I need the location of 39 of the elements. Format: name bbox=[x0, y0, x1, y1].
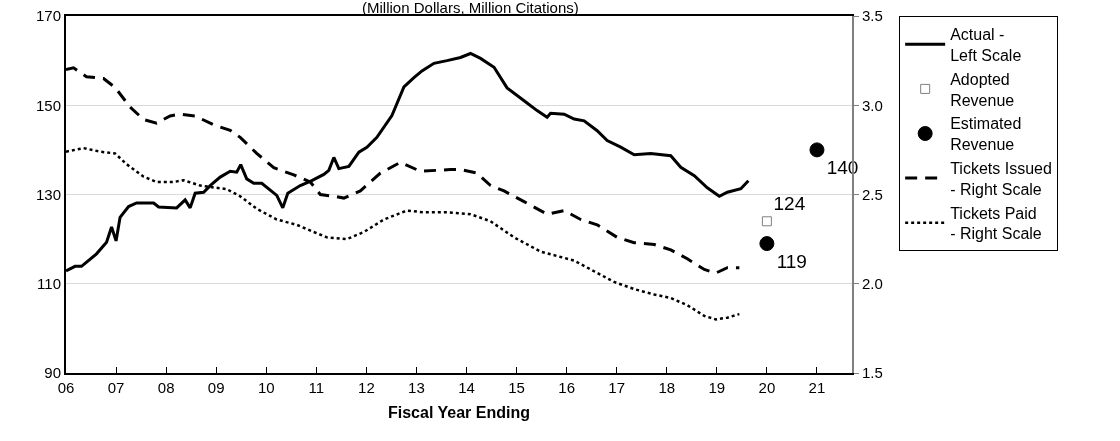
legend-label: Actual - Left Scale bbox=[950, 26, 1022, 64]
x-tick-label: 21 bbox=[808, 379, 826, 396]
x-tick-label: 13 bbox=[408, 379, 425, 396]
y2-tick-label: 3.0 bbox=[862, 96, 883, 114]
x-axis-title: Fiscal Year Ending bbox=[388, 404, 530, 422]
data-label: 124 bbox=[773, 192, 806, 214]
x-tick-label: 16 bbox=[558, 379, 575, 396]
x-tick-label: 14 bbox=[458, 379, 475, 396]
x-tick-label: 10 bbox=[257, 379, 275, 396]
chart-title: (Million Dollars, Million Citations) bbox=[362, 0, 579, 16]
data-label: 140 bbox=[826, 156, 859, 178]
y-tick-label: 170 bbox=[35, 7, 61, 25]
y2-tick-label: 2.0 bbox=[862, 275, 883, 292]
x-tick-label: 17 bbox=[608, 379, 626, 396]
legend-label: Tickets Paid - Right Scale bbox=[950, 204, 1042, 243]
point bbox=[809, 142, 825, 158]
y-tick-label: 150 bbox=[35, 96, 61, 114]
y-tick-label: 130 bbox=[35, 185, 61, 203]
legend-label: Adopted Revenue bbox=[950, 70, 1015, 109]
y-tick-label: 110 bbox=[37, 275, 61, 292]
x-tick-label: 19 bbox=[708, 379, 726, 396]
legend-label: Tickets Issued - Right Scale bbox=[950, 159, 1052, 198]
x-tick-label: 07 bbox=[107, 379, 125, 396]
x-tick-label: 18 bbox=[658, 379, 676, 396]
point bbox=[761, 216, 772, 227]
x-tick-label: 12 bbox=[358, 379, 375, 396]
x-tick-label: 11 bbox=[308, 379, 325, 396]
y-tick-label: 90 bbox=[44, 364, 61, 382]
y2-tick-label: 3.5 bbox=[862, 7, 883, 25]
x-tick-label: 20 bbox=[758, 379, 776, 396]
point bbox=[759, 236, 775, 252]
x-tick-label: 09 bbox=[207, 379, 225, 396]
x-tick-label: 06 bbox=[57, 379, 75, 396]
x-tick-label: 08 bbox=[157, 379, 175, 396]
data-label: 119 bbox=[776, 250, 807, 272]
y2-tick-label: 2.5 bbox=[862, 185, 883, 203]
x-tick-label: 15 bbox=[508, 379, 525, 396]
y2-tick-label: 1.5 bbox=[862, 364, 883, 382]
legend-label: Estimated Revenue bbox=[950, 115, 1022, 154]
